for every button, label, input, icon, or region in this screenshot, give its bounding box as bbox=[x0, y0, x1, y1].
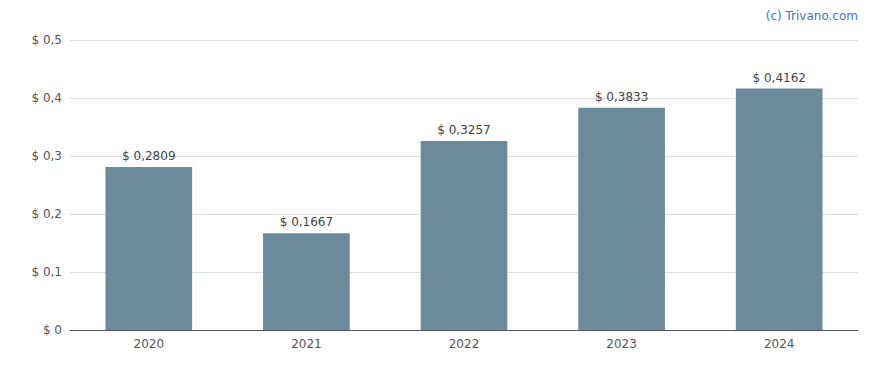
svg-text:$ 0,2809: $ 0,2809 bbox=[122, 149, 175, 163]
svg-text:$ 0,3833: $ 0,3833 bbox=[595, 90, 648, 104]
svg-text:$ 0: $ 0 bbox=[43, 323, 62, 337]
svg-text:$ 0,2: $ 0,2 bbox=[31, 207, 62, 221]
svg-text:$ 0,4162: $ 0,4162 bbox=[752, 71, 805, 85]
svg-text:2022: 2022 bbox=[449, 337, 480, 351]
svg-text:2020: 2020 bbox=[134, 337, 165, 351]
svg-text:$ 0,3: $ 0,3 bbox=[31, 149, 62, 163]
svg-text:$ 0,1: $ 0,1 bbox=[31, 265, 62, 279]
svg-text:2023: 2023 bbox=[606, 337, 637, 351]
svg-text:2021: 2021 bbox=[291, 337, 322, 351]
svg-text:$ 0,5: $ 0,5 bbox=[31, 33, 62, 47]
svg-text:2024: 2024 bbox=[764, 337, 795, 351]
svg-text:$ 0,1667: $ 0,1667 bbox=[280, 215, 333, 229]
svg-text:$ 0,4: $ 0,4 bbox=[31, 91, 62, 105]
svg-text:(c) Trivano.com: (c) Trivano.com bbox=[766, 9, 858, 23]
svg-text:$ 0,3257: $ 0,3257 bbox=[437, 123, 490, 137]
